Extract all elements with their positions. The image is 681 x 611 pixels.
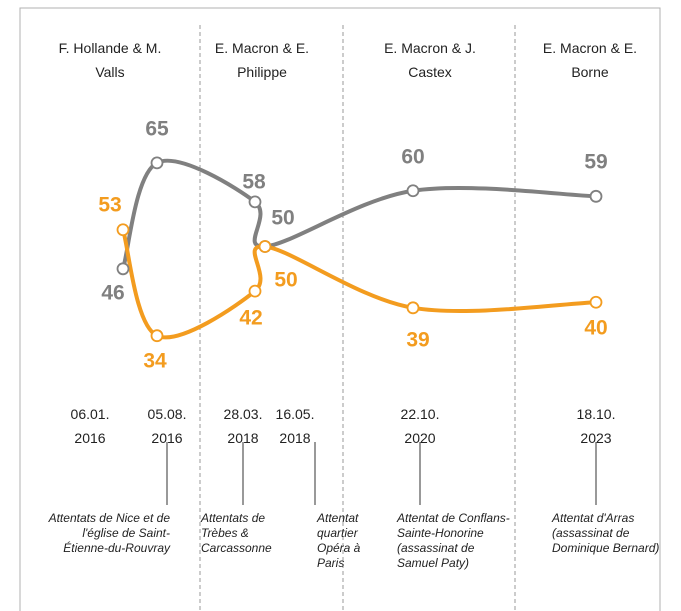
- annotation: Attentat d'Arras (assassinat de Dominiqu…: [552, 511, 660, 555]
- point: [258, 240, 272, 253]
- frame: [19, 7, 661, 611]
- point: [406, 184, 420, 198]
- point: [589, 189, 603, 203]
- series-line: [121, 158, 598, 271]
- value-label: 46: [101, 282, 124, 305]
- value-label: 65: [145, 118, 169, 141]
- point: [150, 329, 164, 343]
- annotation: Attentats de Trèbes & Carcassonne: [201, 511, 272, 555]
- x-tick-label: 05.08. 2016: [147, 406, 187, 446]
- value-label: 50: [274, 269, 297, 292]
- annotation: Attentats de Nice et de l'église de Sain…: [48, 511, 170, 555]
- value-label: 60: [401, 146, 424, 169]
- x-tick-label: 22.10. 2020: [400, 406, 440, 446]
- value-label: 39: [406, 329, 429, 352]
- period-label: E. Macron & E. Philippe: [214, 40, 310, 80]
- point: [248, 284, 262, 298]
- period-label: E. Macron & E. Borne: [542, 40, 638, 80]
- point: [248, 195, 262, 209]
- period-label: E. Macron & J. Castex: [384, 40, 476, 80]
- value-label: 59: [584, 151, 607, 174]
- value-label: 42: [239, 307, 262, 330]
- annotation: Attentat de Conflans-Sainte-Honorine (as…: [397, 511, 510, 570]
- x-tick-label: 16.05. 2018: [275, 406, 315, 446]
- point: [116, 262, 130, 276]
- value-label: 58: [242, 171, 266, 194]
- value-label: 50: [271, 207, 294, 230]
- value-label: 40: [584, 317, 607, 340]
- point: [406, 301, 420, 315]
- x-tick-label: 06.01. 2016: [70, 406, 110, 446]
- series-line: [121, 227, 598, 340]
- point: [116, 223, 130, 237]
- value-label: 34: [143, 350, 167, 373]
- value-label: 53: [98, 194, 121, 217]
- point: [150, 156, 164, 170]
- x-tick-label: 18.10. 2023: [576, 406, 616, 446]
- point: [589, 295, 603, 309]
- x-tick-label: 28.03. 2018: [223, 406, 263, 446]
- event-lines: [166, 442, 597, 505]
- period-label: F. Hollande & M. Valls: [58, 40, 162, 80]
- annotation: Attentat quartier Opéra à Paris: [317, 511, 361, 570]
